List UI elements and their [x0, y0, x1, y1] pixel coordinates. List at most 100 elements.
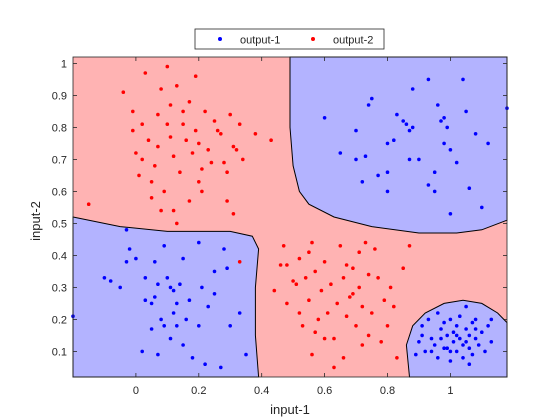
data-point-output-2 [313, 330, 318, 335]
data-point-output-1 [489, 340, 494, 344]
data-point-output-1 [439, 119, 443, 123]
data-point-output-2 [234, 148, 239, 152]
data-point-output-1 [237, 311, 242, 315]
x-axis-label: input-1 [270, 402, 310, 417]
data-point-output-1 [448, 349, 453, 354]
data-point-output-2 [322, 336, 327, 341]
data-point-output-2 [269, 138, 273, 142]
data-point-output-2 [338, 244, 343, 248]
data-point-output-1 [476, 343, 481, 347]
data-point-output-2 [140, 122, 144, 126]
data-point-output-2 [385, 324, 390, 328]
data-point-output-1 [354, 128, 358, 133]
axes-box [72, 56, 508, 378]
data-point-output-2 [153, 164, 157, 168]
data-point-output-1 [454, 324, 459, 328]
data-point-output-2 [203, 109, 207, 114]
data-point-output-1 [442, 116, 446, 120]
y-tick-label: 0.4 [52, 250, 67, 262]
data-point-output-2 [168, 135, 173, 139]
data-point-output-1 [486, 324, 490, 328]
data-point-output-1 [385, 170, 390, 174]
data-point-output-1 [464, 304, 468, 309]
data-point-output-2 [322, 260, 327, 264]
data-point-output-2 [149, 180, 154, 184]
plot-area: 0 0.2 0.4 0.6 0.8 1 0.10.20.30.40.50.60.70.80… [52, 56, 509, 397]
data-point-output-1 [156, 352, 160, 357]
data-point-output-2 [313, 269, 318, 274]
data-point-output-1 [423, 349, 428, 354]
data-point-output-2 [294, 282, 299, 287]
data-point-output-2 [134, 151, 138, 155]
decision-region-output-1-1 [289, 56, 508, 234]
data-point-output-1 [445, 125, 450, 130]
data-point-output-2 [146, 138, 151, 142]
data-point-output-1 [464, 340, 468, 344]
data-point-output-1 [467, 362, 472, 367]
data-point-output-1 [480, 205, 484, 210]
y-tick-label: 0.2 [52, 314, 67, 326]
data-point-output-2 [325, 311, 330, 315]
data-point-output-1 [360, 180, 365, 184]
data-point-output-1 [168, 285, 173, 290]
data-point-output-2 [272, 288, 277, 293]
data-point-output-1 [118, 285, 122, 290]
data-point-output-1 [149, 301, 154, 306]
data-point-output-2 [310, 352, 314, 357]
data-point-output-2 [278, 263, 283, 267]
data-point-output-1 [159, 317, 163, 322]
data-point-output-2 [171, 208, 176, 213]
data-point-output-1 [322, 116, 327, 120]
data-point-output-2 [187, 100, 192, 104]
data-point-output-1 [429, 336, 434, 341]
data-point-output-1 [184, 317, 188, 322]
data-point-output-1 [108, 279, 113, 283]
legend-marker-output-2 [311, 37, 315, 41]
data-point-output-1 [407, 128, 412, 133]
data-point-output-2 [143, 71, 148, 75]
data-point-output-2 [184, 138, 188, 142]
data-point-output-2 [307, 250, 311, 254]
data-point-output-2 [366, 272, 371, 277]
data-point-output-2 [332, 336, 336, 341]
data-point-output-1 [140, 349, 144, 354]
data-point-output-2 [181, 109, 185, 114]
data-point-output-2 [197, 180, 201, 184]
data-point-output-1 [102, 276, 107, 280]
data-point-output-2 [319, 288, 324, 293]
data-point-output-2 [149, 196, 154, 200]
data-point-output-2 [237, 260, 242, 264]
data-point-output-1 [439, 327, 443, 331]
data-point-output-1 [175, 324, 179, 328]
data-point-output-1 [203, 362, 207, 367]
data-point-output-2 [285, 301, 289, 306]
data-point-output-2 [159, 208, 163, 213]
data-point-output-1 [200, 285, 204, 290]
data-point-output-2 [181, 122, 185, 126]
data-point-output-1 [454, 160, 459, 165]
data-point-output-2 [373, 247, 377, 251]
data-point-output-2 [388, 285, 393, 290]
data-point-output-2 [360, 343, 365, 347]
data-point-output-2 [225, 170, 229, 174]
data-point-output-2 [200, 189, 204, 194]
data-point-output-1 [407, 157, 412, 162]
data-point-output-2 [171, 154, 176, 158]
data-point-output-1 [445, 333, 450, 338]
data-point-output-2 [253, 132, 258, 136]
y-axis-ticks: 0.1 0.2 0.3 0.4 0.5 0.6 0.7 0.8 0.9 1 [52, 58, 507, 358]
data-point-output-2 [168, 103, 173, 107]
data-point-output-2 [395, 356, 399, 360]
data-point-output-1 [417, 340, 421, 344]
data-point-output-2 [178, 170, 182, 174]
data-point-output-1 [181, 256, 185, 261]
data-point-output-2 [344, 263, 349, 267]
data-point-output-1 [127, 247, 132, 251]
data-point-output-2 [156, 112, 160, 117]
data-point-output-2 [407, 244, 412, 248]
data-points [71, 64, 509, 370]
data-point-output-2 [193, 74, 198, 78]
data-point-output-1 [436, 103, 440, 107]
data-point-output-2 [316, 317, 321, 322]
